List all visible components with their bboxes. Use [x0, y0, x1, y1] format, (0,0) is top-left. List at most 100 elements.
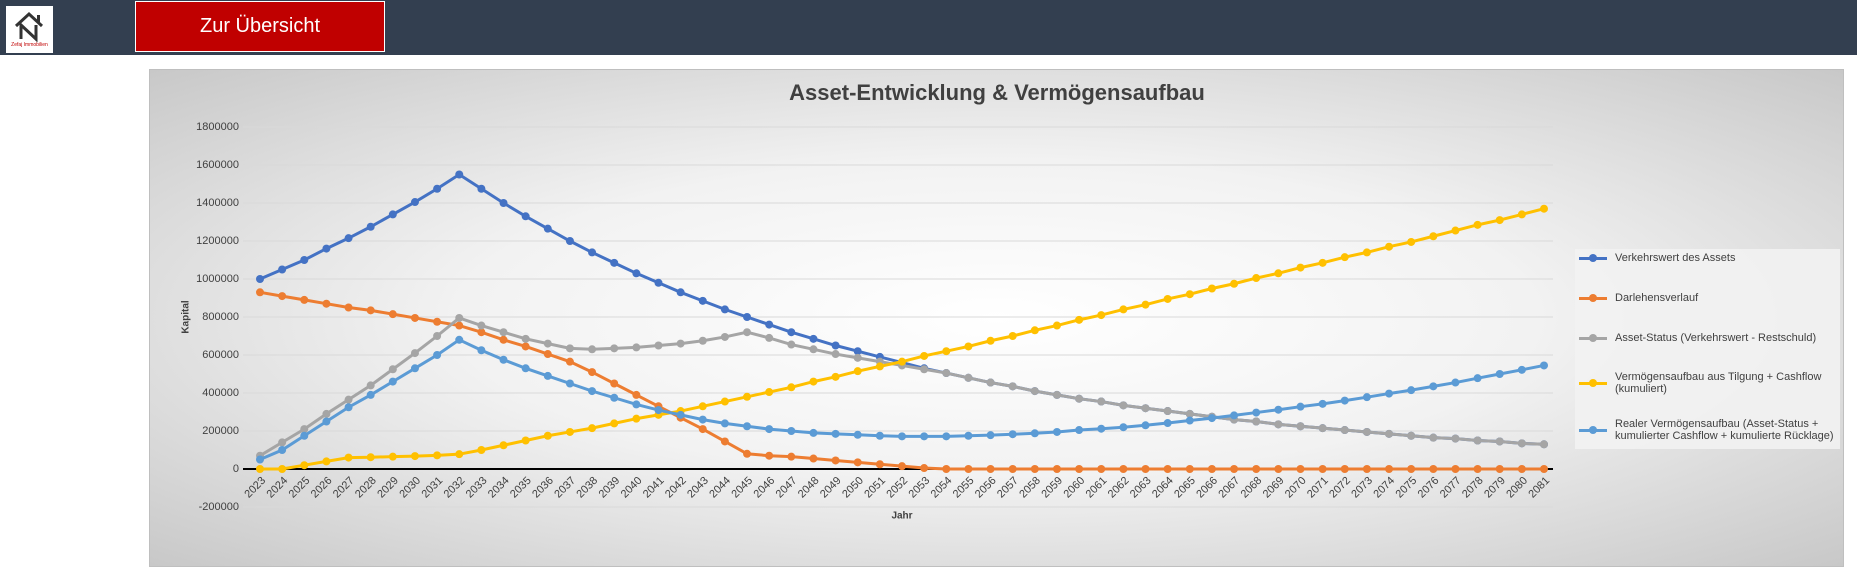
data-point: [1473, 374, 1482, 383]
data-point: [809, 454, 818, 463]
data-point: [853, 353, 862, 362]
data-point: [300, 461, 309, 470]
data-point: [455, 313, 464, 322]
data-point: [1540, 204, 1548, 213]
data-point: [1075, 465, 1084, 473]
data-point: [300, 256, 309, 264]
data-point: [765, 320, 774, 329]
x-tick-label: 2030: [397, 475, 423, 501]
data-point: [787, 340, 796, 349]
data-point: [322, 457, 331, 466]
data-point: [720, 419, 729, 428]
data-point: [1429, 382, 1438, 391]
data-point: [1296, 402, 1305, 411]
data-point: [610, 393, 619, 402]
data-point: [1274, 405, 1283, 414]
data-point: [344, 234, 353, 243]
y-tick-label: 1600000: [196, 159, 239, 171]
data-point: [720, 437, 729, 446]
data-point: [565, 344, 574, 353]
data-point: [698, 402, 707, 411]
x-tick-label: 2038: [574, 475, 600, 501]
data-point: [1495, 465, 1504, 473]
x-tick-label: 2051: [862, 475, 888, 501]
data-point: [1407, 237, 1416, 246]
data-point: [455, 335, 464, 344]
data-point: [743, 392, 752, 401]
data-point: [1207, 284, 1216, 293]
data-point: [1097, 424, 1106, 433]
data-point: [477, 321, 486, 330]
chart-title: Asset-Entwicklung & Vermögensaufbau: [789, 80, 1205, 105]
x-tick-label: 2067: [1216, 475, 1242, 501]
data-point: [942, 347, 951, 356]
data-point: [1495, 216, 1504, 225]
data-point: [1252, 408, 1261, 417]
logo[interactable]: Zefaj Immobilien: [6, 6, 53, 53]
data-point: [1185, 465, 1194, 473]
data-point: [632, 343, 641, 352]
data-point: [256, 465, 264, 473]
data-point: [1163, 407, 1172, 416]
x-tick-label: 2024: [265, 475, 291, 501]
data-point: [1407, 386, 1416, 395]
data-point: [1451, 465, 1460, 473]
data-point: [1008, 332, 1017, 340]
data-point: [787, 452, 796, 461]
data-point: [388, 210, 397, 219]
data-point: [499, 335, 508, 344]
data-point: [543, 431, 552, 440]
x-tick-label: 2049: [818, 475, 844, 501]
x-tick-label: 2026: [309, 475, 335, 501]
data-point: [831, 429, 840, 438]
data-point: [1008, 430, 1017, 439]
x-tick-label: 2081: [1526, 475, 1552, 501]
data-point: [1362, 427, 1371, 436]
data-point: [1318, 465, 1327, 473]
data-point: [1119, 423, 1128, 432]
data-point: [1451, 434, 1460, 443]
x-tick-label: 2043: [685, 475, 711, 501]
data-point: [809, 377, 818, 386]
data-point: [1385, 429, 1394, 438]
data-point: [1252, 417, 1261, 426]
x-tick-label: 2077: [1438, 475, 1464, 501]
data-point: [366, 390, 375, 399]
y-tick-label: 200000: [202, 425, 239, 437]
data-point: [787, 427, 796, 435]
series-line: [259, 290, 1544, 471]
data-point: [521, 334, 530, 343]
data-point: [256, 275, 264, 283]
data-point: [477, 446, 486, 454]
x-tick-label: 2044: [707, 475, 733, 501]
x-tick-label: 2075: [1394, 475, 1420, 501]
data-point: [853, 458, 862, 467]
x-tick-label: 2023: [242, 475, 268, 501]
data-point: [1030, 465, 1039, 473]
data-point: [300, 431, 309, 440]
x-tick-label: 2039: [597, 475, 623, 501]
data-point: [477, 346, 486, 355]
data-point: [1097, 465, 1106, 473]
chart-panel: [149, 69, 1844, 567]
y-tick-label: 1200000: [196, 235, 239, 247]
x-tick-label: 2060: [1061, 475, 1087, 501]
data-point: [765, 425, 774, 434]
data-point: [1340, 465, 1349, 473]
x-tick-label: 2066: [1194, 475, 1220, 501]
data-point: [986, 465, 995, 473]
overview-button[interactable]: Zur Übersicht: [135, 1, 385, 52]
y-tick-label: 600000: [202, 349, 239, 361]
x-tick-label: 2059: [1039, 475, 1065, 501]
data-point: [1097, 311, 1106, 320]
data-point: [1119, 401, 1128, 410]
data-point: [743, 328, 752, 337]
data-point: [1517, 465, 1526, 473]
data-point: [964, 431, 973, 440]
data-point: [1473, 465, 1482, 473]
data-point: [1429, 465, 1438, 473]
data-point: [1163, 294, 1172, 303]
x-tick-label: 2050: [840, 475, 866, 501]
data-point: [632, 414, 641, 423]
x-tick-label: 2054: [929, 475, 955, 501]
